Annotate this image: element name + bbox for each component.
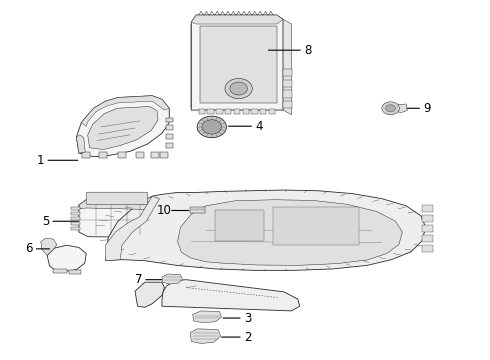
Polygon shape (106, 196, 159, 261)
Polygon shape (88, 107, 158, 149)
Bar (216, 109, 222, 114)
Polygon shape (79, 200, 152, 237)
Polygon shape (283, 19, 292, 115)
Bar (166, 134, 172, 139)
Text: 1: 1 (37, 154, 45, 167)
Bar (225, 109, 231, 114)
Circle shape (225, 78, 252, 99)
Bar (422, 245, 433, 252)
Text: 6: 6 (25, 242, 33, 255)
Text: 7: 7 (135, 273, 142, 286)
Polygon shape (190, 329, 220, 343)
Bar (166, 118, 172, 122)
Polygon shape (193, 311, 221, 323)
Polygon shape (106, 190, 426, 270)
Circle shape (382, 102, 399, 115)
Bar (53, 269, 67, 273)
Bar (71, 226, 80, 230)
Polygon shape (76, 96, 169, 157)
Bar (234, 109, 240, 114)
Circle shape (202, 120, 221, 134)
Bar (71, 217, 80, 220)
Bar (69, 270, 81, 274)
Bar (422, 205, 433, 212)
Bar (215, 211, 264, 241)
Text: 9: 9 (423, 102, 431, 115)
Bar (198, 109, 205, 114)
Bar (283, 101, 292, 108)
Polygon shape (41, 238, 57, 255)
Bar (82, 152, 90, 158)
Polygon shape (135, 282, 164, 307)
Polygon shape (398, 104, 407, 113)
Bar (118, 152, 126, 158)
Bar (71, 222, 80, 225)
Polygon shape (191, 15, 283, 110)
Polygon shape (79, 200, 152, 210)
Circle shape (197, 116, 226, 138)
Bar (99, 152, 107, 158)
FancyBboxPatch shape (86, 192, 148, 204)
Polygon shape (81, 96, 169, 126)
Text: 8: 8 (304, 44, 311, 57)
Text: 3: 3 (244, 311, 251, 325)
Bar (283, 90, 292, 98)
Polygon shape (191, 15, 283, 24)
Bar (166, 126, 172, 130)
Bar (71, 207, 80, 210)
Circle shape (230, 82, 247, 95)
Text: 4: 4 (255, 120, 263, 133)
Bar (269, 109, 275, 114)
Bar (283, 69, 292, 76)
Bar (251, 109, 258, 114)
Bar (422, 215, 433, 222)
Polygon shape (177, 200, 402, 265)
Bar (71, 212, 80, 215)
Polygon shape (76, 135, 85, 153)
Bar (151, 152, 159, 158)
Bar (422, 225, 433, 231)
Polygon shape (162, 280, 300, 311)
Bar (190, 207, 205, 213)
Bar (166, 143, 172, 148)
Text: 5: 5 (42, 215, 49, 228)
Circle shape (386, 105, 395, 112)
Polygon shape (47, 245, 86, 271)
Bar (243, 109, 249, 114)
Bar (160, 152, 168, 158)
Bar (273, 207, 359, 245)
Bar (260, 109, 267, 114)
Bar (136, 152, 144, 158)
Bar (422, 235, 433, 242)
Text: 10: 10 (157, 204, 172, 217)
Bar (283, 80, 292, 87)
Bar (207, 109, 214, 114)
Text: 2: 2 (244, 330, 251, 343)
Bar (200, 26, 277, 103)
Polygon shape (162, 274, 182, 284)
